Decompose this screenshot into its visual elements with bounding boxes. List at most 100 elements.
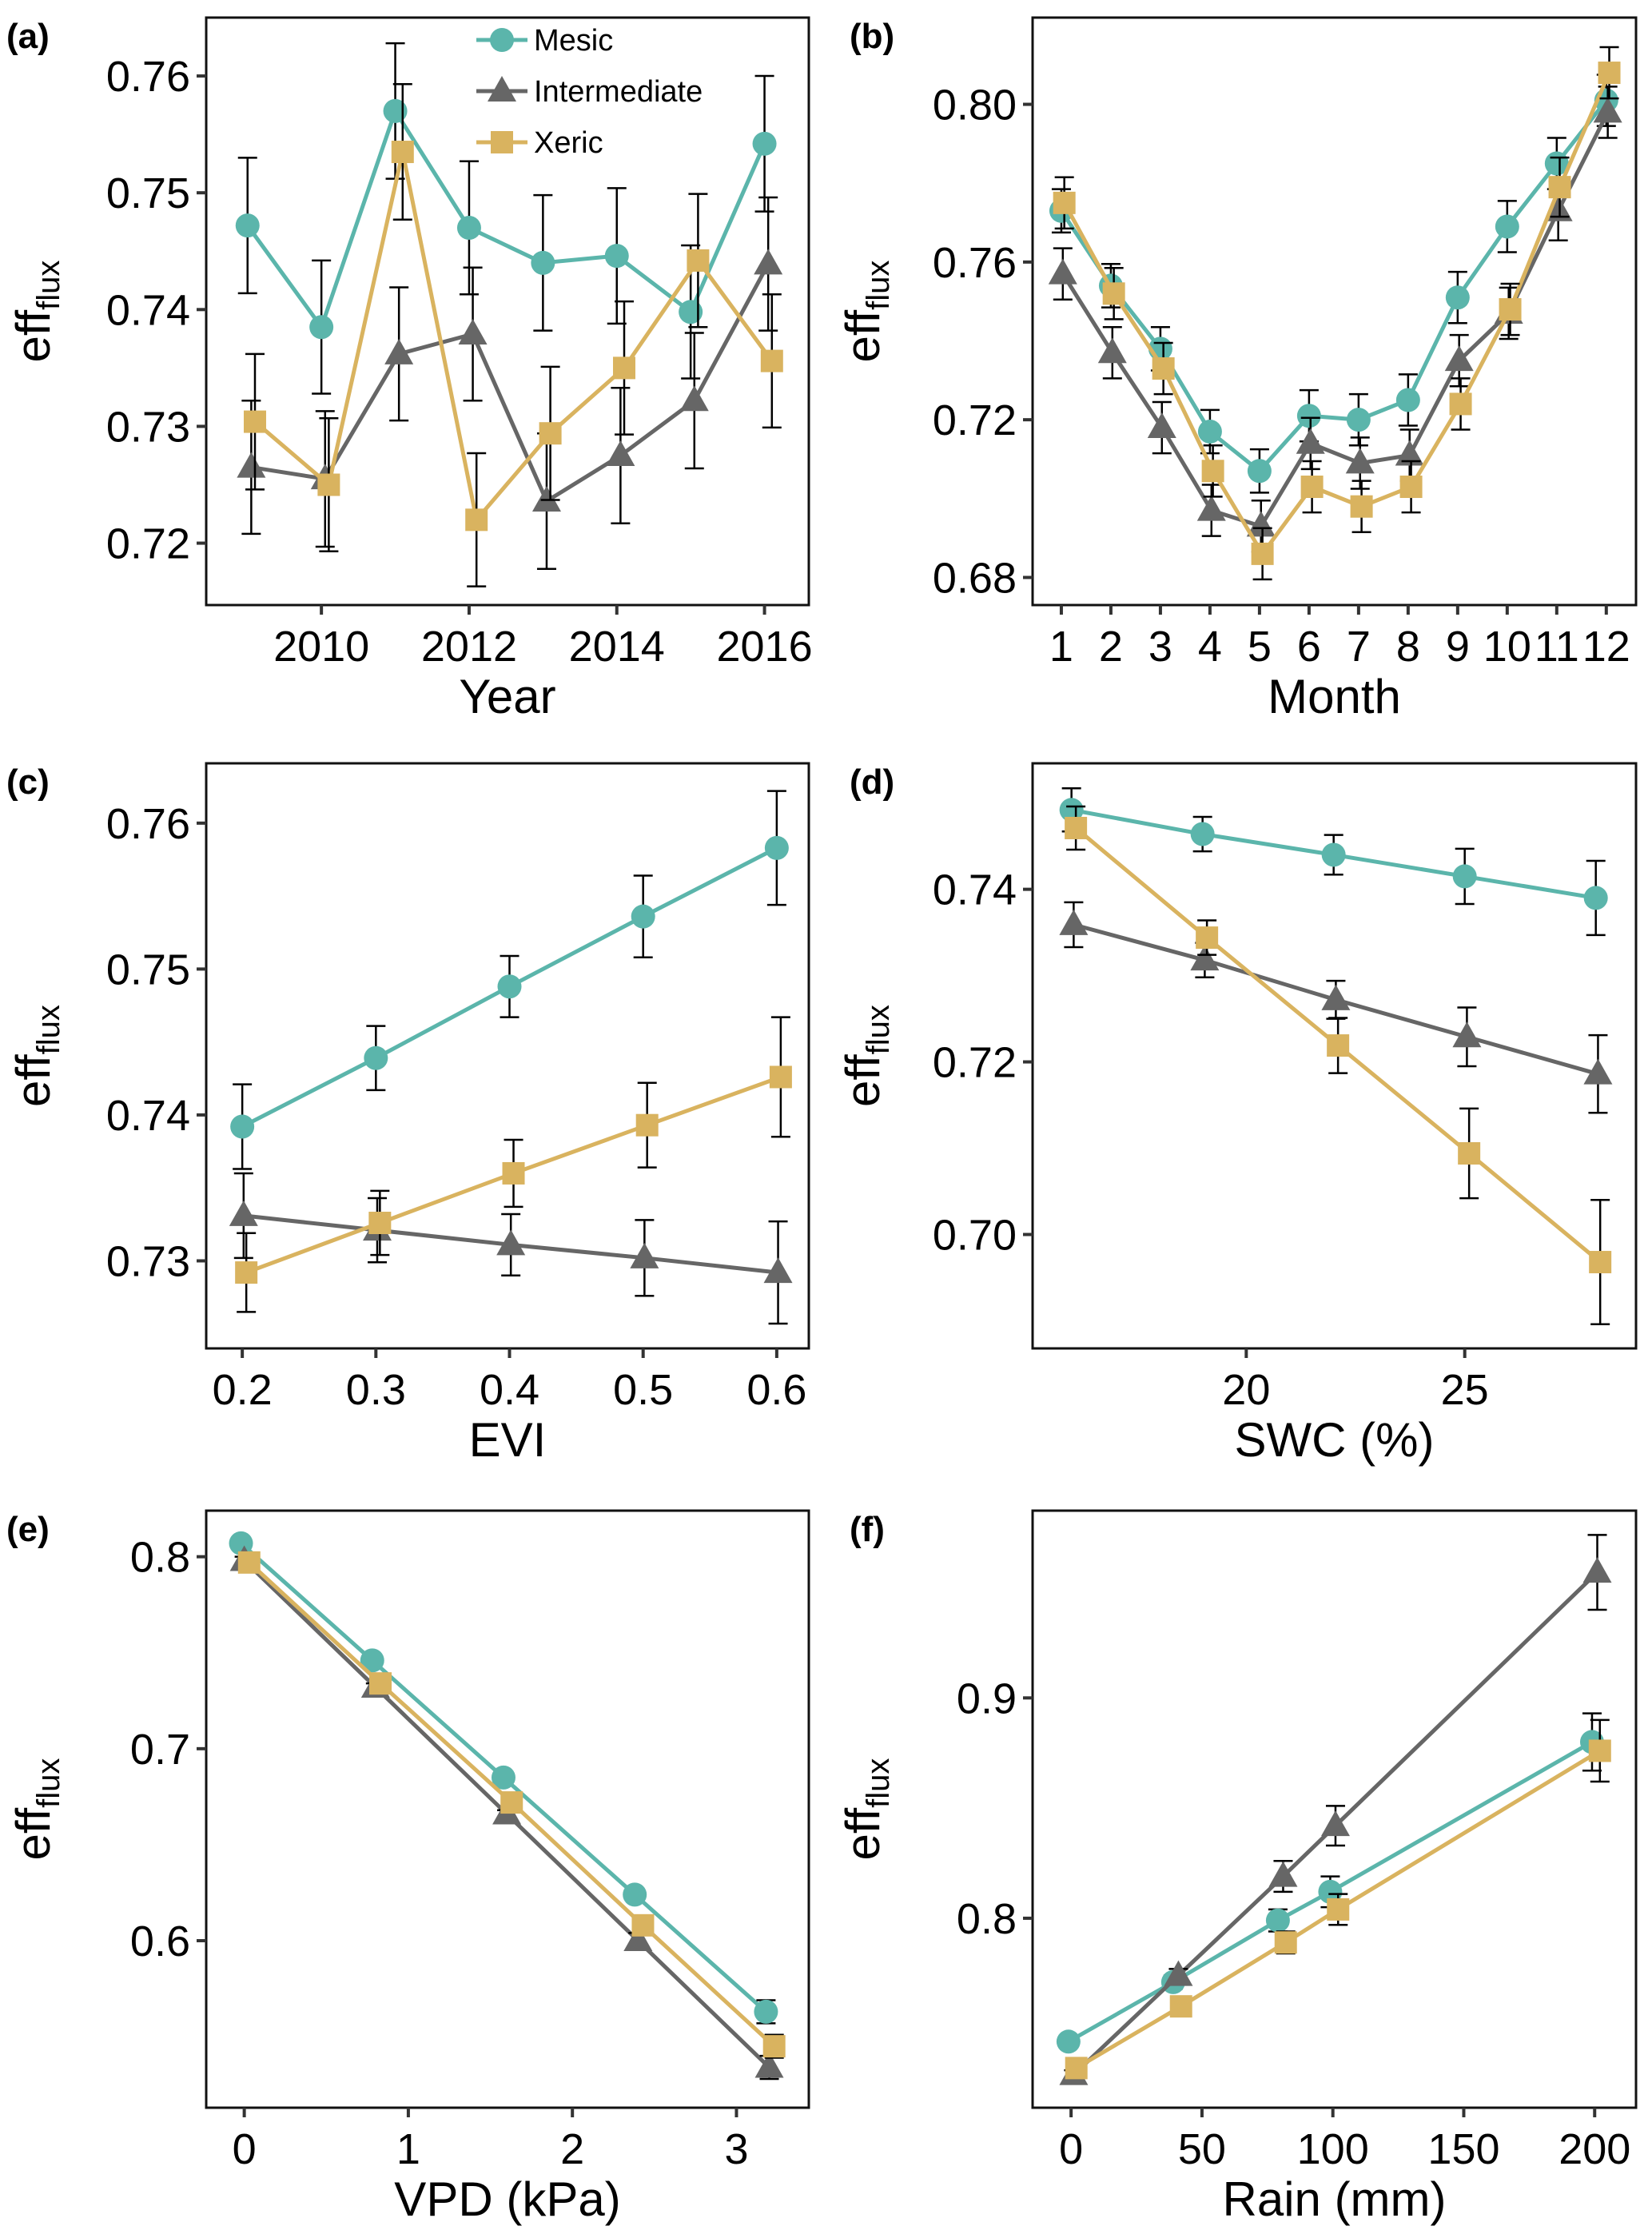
- x-tick-label: 1: [1049, 623, 1073, 671]
- y-axis-title: effflux: [6, 1758, 66, 1861]
- series-intermediate: [1059, 901, 1613, 1114]
- series-mesic: [230, 790, 789, 1170]
- legend-item-mesic: Mesic: [476, 24, 613, 58]
- y-tick-label: 0.6: [130, 1917, 190, 1965]
- data-point: [1164, 1960, 1193, 1986]
- data-point: [631, 904, 655, 929]
- data-point: [1056, 2029, 1081, 2054]
- data-point: [604, 244, 629, 269]
- data-point: [235, 1261, 258, 1284]
- x-axis-title: Year: [459, 670, 555, 723]
- data-point: [1059, 798, 1084, 822]
- panel-c: (c) 0.73 0.74 0.75 0.76 0.2 0.3 0.4 0.5 0.6 EVI eff…: [6, 762, 810, 1467]
- data-point: [531, 250, 555, 275]
- data-point: [635, 1113, 659, 1137]
- series-intermediate: [237, 196, 783, 570]
- data-point: [1452, 1021, 1482, 1048]
- x-tick-label: 3: [724, 2125, 748, 2173]
- data-point: [237, 1551, 261, 1574]
- data-point: [1246, 511, 1276, 537]
- data-point: [1097, 337, 1127, 364]
- x-tick-label: 3: [1148, 623, 1172, 671]
- x-tick-label: 10: [1483, 623, 1531, 671]
- panel-label: (a): [6, 17, 50, 56]
- data-point: [769, 1065, 792, 1089]
- data-point: [1583, 1058, 1613, 1085]
- plot-frame: [1031, 1509, 1638, 2109]
- x-tick-label: 2: [1099, 623, 1123, 671]
- data-point: [1588, 1739, 1611, 1762]
- data-point: [500, 1791, 523, 1814]
- y-tick-label: 0.74: [106, 1092, 190, 1140]
- y-tick-label: 0.73: [106, 1237, 190, 1285]
- data-point: [243, 410, 266, 433]
- y-tick-label: 0.7: [130, 1726, 190, 1774]
- data-point: [458, 318, 488, 344]
- x-tick-label: 12: [1582, 623, 1630, 671]
- y-axis-title: effflux: [836, 1005, 896, 1107]
- y-axis-title: effflux: [6, 261, 66, 363]
- legend-marker: [491, 131, 513, 153]
- x-tick-label: 100: [1297, 2125, 1369, 2173]
- data-point: [1321, 842, 1346, 867]
- panel-label: (b): [850, 17, 894, 56]
- y-tick-label: 0.76: [106, 53, 190, 101]
- x-tick-label: 6: [1297, 623, 1321, 671]
- data-point: [1593, 97, 1622, 123]
- plot-frame: [205, 16, 810, 607]
- data-point: [1065, 2057, 1088, 2080]
- data-point: [369, 1672, 392, 1695]
- y-tick-label: 0.73: [106, 403, 190, 451]
- data-point: [531, 485, 561, 512]
- data-point: [539, 422, 562, 445]
- data-point: [1499, 298, 1522, 321]
- data-point: [1548, 176, 1571, 199]
- data-point: [1190, 945, 1220, 971]
- y-tick-label: 0.8: [957, 1895, 1017, 1943]
- x-tick-label: 20: [1222, 1366, 1270, 1414]
- y-tick-label: 0.72: [106, 520, 190, 568]
- legend-label: Mesic: [534, 24, 613, 58]
- data-point: [1268, 1861, 1298, 1887]
- y-tick-label: 0.74: [933, 866, 1017, 914]
- legend-label: Intermediate: [534, 75, 703, 109]
- data-point: [1598, 62, 1621, 85]
- data-point: [1196, 926, 1219, 950]
- x-tick-label: 8: [1396, 623, 1420, 671]
- y-tick-label: 0.76: [106, 800, 190, 848]
- data-point: [1399, 476, 1423, 499]
- data-point: [1190, 822, 1215, 846]
- plot-frame: [1031, 16, 1638, 607]
- data-point: [623, 1925, 653, 1952]
- data-point: [754, 249, 783, 275]
- series-line: [1062, 72, 1611, 558]
- y-tick-label: 0.72: [933, 1039, 1017, 1087]
- data-point: [1296, 404, 1321, 428]
- data-point: [1247, 459, 1272, 484]
- series-line: [245, 106, 766, 332]
- data-point: [1495, 214, 1519, 239]
- data-point: [391, 141, 414, 164]
- legend-item-intermediate: Intermediate: [476, 75, 703, 109]
- y-axis-title: effflux: [6, 1005, 66, 1107]
- x-axis-title: EVI: [469, 1413, 547, 1467]
- x-tick-label: 0.3: [346, 1366, 406, 1414]
- data-point: [1201, 460, 1224, 483]
- data-point: [1048, 258, 1077, 285]
- data-point: [1147, 412, 1176, 439]
- data-point: [1395, 440, 1424, 466]
- data-point: [1296, 428, 1325, 454]
- x-tick-label: 7: [1347, 623, 1371, 671]
- x-tick-label: 150: [1427, 2125, 1499, 2173]
- x-tick-label: 9: [1446, 623, 1470, 671]
- series-mesic: [1056, 1712, 1604, 2054]
- y-axis-title: effflux: [836, 261, 896, 363]
- panel-label: (e): [6, 1510, 50, 1549]
- x-tick-label: 2010: [273, 623, 369, 671]
- series-line: [1059, 99, 1608, 474]
- data-point: [364, 1045, 388, 1070]
- data-point: [1196, 495, 1226, 521]
- panel-e: (e) 0.6 0.7 0.8 0 1 2 3 VPD (kPa) effflux: [6, 1509, 810, 2226]
- data-point: [496, 1229, 526, 1256]
